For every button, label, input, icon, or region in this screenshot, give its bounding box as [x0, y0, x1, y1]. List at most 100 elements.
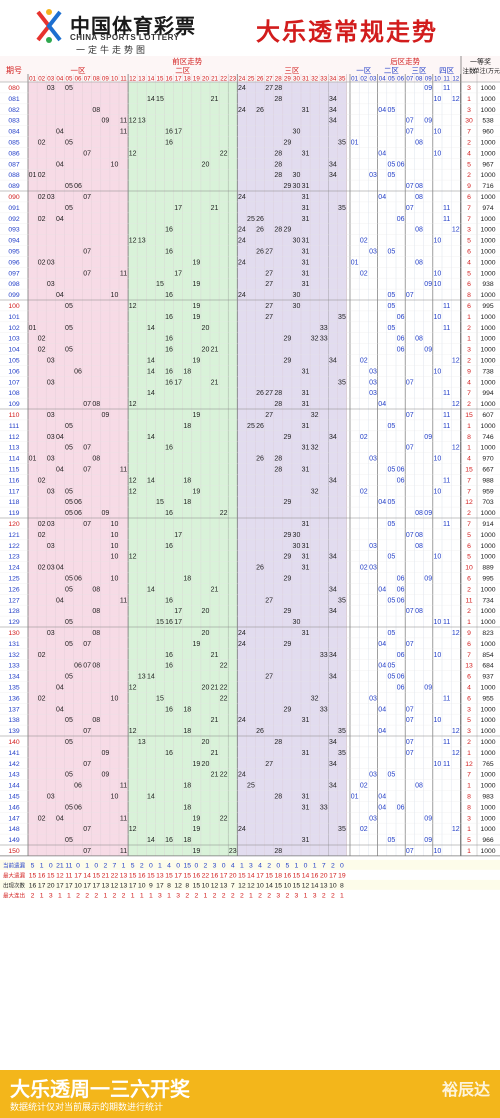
stats-value: 15: [47, 872, 55, 879]
back-column-label: 08: [416, 76, 423, 83]
stats-value: 3: [313, 892, 317, 899]
stats-value: 2: [85, 892, 89, 899]
back-number: 11: [443, 521, 450, 528]
front-number: 26: [256, 107, 264, 114]
front-number: 29: [283, 183, 291, 190]
front-number: 03: [47, 521, 55, 528]
front-number: 32: [311, 488, 319, 495]
back-number: 02: [360, 826, 368, 833]
front-number: 18: [183, 728, 191, 735]
front-number: 34: [329, 739, 337, 746]
prize-count: 1: [467, 336, 471, 343]
front-number: 14: [147, 96, 155, 103]
stats-value: 5: [131, 862, 135, 869]
front-number: 01: [29, 172, 37, 179]
front-number: 21: [211, 96, 219, 103]
front-number: 11: [120, 848, 127, 855]
stats-value: 12: [211, 882, 219, 889]
back-zone-header: 二区: [384, 66, 399, 75]
back-column-label: 06: [397, 76, 404, 83]
stats-value: 8: [185, 882, 189, 889]
prize-count: 2: [467, 739, 471, 746]
back-number: 10: [434, 488, 442, 495]
prize-count: 7: [467, 652, 471, 659]
back-number: 03: [369, 390, 377, 397]
prize-count: 9: [467, 183, 471, 190]
back-number: 06: [397, 804, 405, 811]
front-number: 31: [302, 565, 310, 572]
front-number: 02: [38, 565, 46, 572]
front-column-label: 12: [129, 76, 136, 83]
front-number: 24: [238, 85, 246, 92]
stats-value: 4: [258, 862, 262, 869]
prize-count: 3: [467, 728, 471, 735]
back-zone-header: 一区: [356, 66, 371, 75]
stats-row-bg: [0, 889, 500, 900]
issue-number: 127: [8, 597, 20, 604]
stats-value: 18: [274, 872, 282, 879]
front-number: 31: [302, 205, 310, 212]
front-number: 26: [256, 249, 264, 256]
front-number: 16: [165, 314, 173, 321]
prize-count: 7: [467, 205, 471, 212]
stats-value: 0: [149, 862, 153, 869]
back-number: 02: [360, 565, 368, 572]
front-number: 32: [311, 445, 319, 452]
prize-count: 3: [467, 107, 471, 114]
back-number: 06: [397, 161, 405, 168]
issue-number: 085: [8, 140, 20, 147]
stats-value: 14: [247, 872, 255, 879]
back-number: 12: [452, 227, 460, 234]
back-number: 12: [452, 630, 460, 637]
prize-amount: 966: [482, 837, 494, 844]
stats-value: 2: [258, 892, 262, 899]
back-number: 10: [434, 848, 442, 855]
front-number: 20: [202, 761, 210, 768]
front-number: 24: [238, 292, 246, 299]
front-number: 12: [129, 685, 137, 692]
stats-value: 16: [311, 872, 319, 879]
issue-number: 138: [8, 717, 20, 724]
stats-value: 2: [267, 892, 271, 899]
front-number: 16: [165, 837, 173, 844]
front-number: 04: [56, 216, 64, 223]
stats-value: 2: [213, 892, 217, 899]
stats-value: 4: [231, 862, 235, 869]
back-number: 10: [434, 314, 442, 321]
back-number: 09: [424, 85, 432, 92]
issue-number: 107: [8, 379, 20, 386]
back-number: 12: [452, 96, 460, 103]
stats-value: 17: [56, 882, 64, 889]
front-number: 27: [265, 85, 273, 92]
stats-value: 16: [29, 882, 37, 889]
front-number: 29: [283, 358, 291, 365]
stats-value: 21: [56, 862, 64, 869]
front-number: 34: [329, 554, 337, 561]
stats-value: 3: [158, 892, 162, 899]
stats-value: 15: [129, 872, 137, 879]
front-number: 15: [156, 619, 164, 626]
front-number: 24: [238, 772, 246, 779]
prize-count: 4: [467, 150, 471, 157]
prize-count: 1: [467, 314, 471, 321]
prize-count: 8: [467, 804, 471, 811]
front-number: 04: [56, 434, 64, 441]
prize-amount: 955: [482, 695, 494, 702]
back-number: 09: [424, 837, 432, 844]
issue-number: 146: [8, 804, 20, 811]
back-number: 04: [378, 499, 386, 506]
front-number: 35: [338, 205, 346, 212]
stats-value: 7: [231, 882, 235, 889]
front-number: 31: [302, 249, 310, 256]
stats-value: 8: [340, 882, 344, 889]
prize-amount: 1000: [480, 227, 495, 234]
back-number: 10: [434, 129, 442, 136]
front-number: 31: [302, 804, 310, 811]
front-number: 11: [120, 270, 127, 277]
back-number: 10: [434, 270, 442, 277]
front-number: 07: [83, 467, 91, 474]
back-number: 10: [434, 281, 442, 288]
front-number: 31: [302, 281, 310, 288]
front-number: 03: [47, 194, 55, 201]
front-number: 08: [92, 107, 100, 114]
